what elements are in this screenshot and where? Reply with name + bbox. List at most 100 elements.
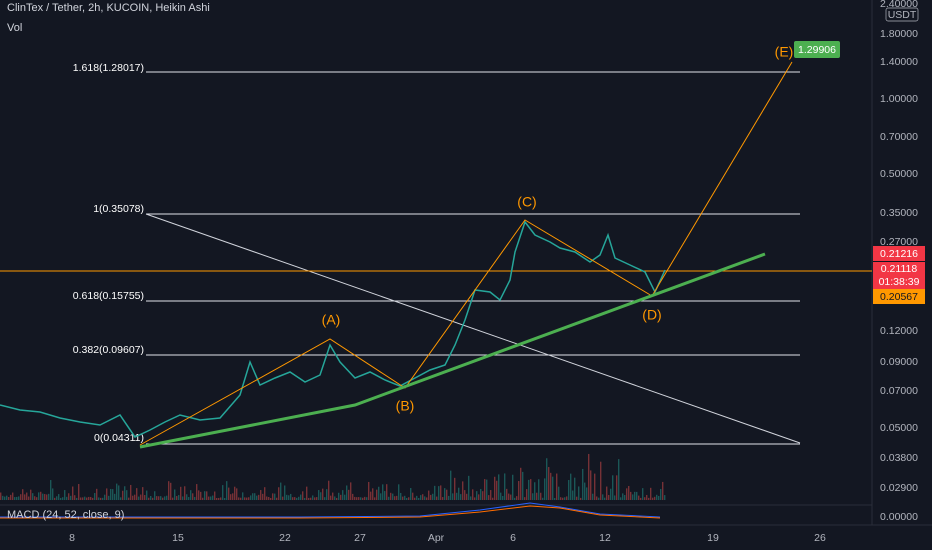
low-tag-text: 0.20567 xyxy=(880,291,918,303)
time-label: 6 xyxy=(510,532,516,544)
volume-bar xyxy=(204,491,206,500)
volume-bar xyxy=(174,489,176,500)
volume-bar xyxy=(58,494,60,500)
volume-bar xyxy=(32,493,34,500)
volume-bar xyxy=(404,495,406,500)
volume-bar xyxy=(474,497,476,500)
volume-bar xyxy=(134,494,136,500)
volume-bar xyxy=(360,497,362,500)
volume-bar xyxy=(246,497,248,500)
volume-bar xyxy=(116,483,118,500)
signal-line xyxy=(0,505,661,519)
volume-bar xyxy=(92,497,94,500)
volume-bar xyxy=(614,495,616,500)
volume-bar xyxy=(146,490,148,500)
wave-label: (B) xyxy=(396,398,415,414)
volume-bar xyxy=(314,497,316,500)
wave-lines xyxy=(139,61,793,446)
volume-bar xyxy=(384,491,386,500)
volume-bar xyxy=(18,496,20,500)
volume-bar xyxy=(324,497,326,500)
volume-bar xyxy=(120,497,122,500)
volume-bar xyxy=(576,496,578,500)
volume-bar xyxy=(534,482,536,500)
volume-bar xyxy=(516,496,518,500)
volume-bar xyxy=(626,488,628,500)
volume-bar xyxy=(484,479,486,500)
volume-bar xyxy=(72,486,74,500)
volume-bar xyxy=(10,494,12,500)
volume-bar xyxy=(300,494,302,500)
volume-bar xyxy=(510,494,512,500)
volume-bar xyxy=(584,482,586,500)
volume-bar xyxy=(556,473,558,500)
volume-bar xyxy=(326,489,328,500)
volume-bar xyxy=(538,479,540,500)
volume-bar xyxy=(200,491,202,500)
price-label: 0.05000 xyxy=(880,422,918,434)
volume-bar xyxy=(628,485,630,500)
price-label: 0.02900 xyxy=(880,482,918,494)
volume-bar xyxy=(26,492,28,500)
volume-bar xyxy=(80,497,82,500)
wave-label: (D) xyxy=(642,307,661,323)
volume-bar xyxy=(622,493,624,500)
volume-bar xyxy=(610,488,612,500)
volume-bar xyxy=(330,495,332,500)
volume-bar xyxy=(212,495,214,500)
volume-bar xyxy=(544,478,546,500)
volume-bar xyxy=(298,496,300,500)
price-label: 1.80000 xyxy=(880,28,918,40)
volume-bar xyxy=(270,497,272,500)
volume-bar xyxy=(492,497,494,500)
volume-bar xyxy=(304,497,306,500)
volume-bar xyxy=(142,487,144,500)
volume-bar xyxy=(464,490,466,500)
volume-label: Vol xyxy=(7,22,22,34)
volume-bar xyxy=(522,471,524,500)
wave-label: (A) xyxy=(322,312,341,328)
volume-bar xyxy=(568,480,570,500)
volume-bar xyxy=(276,497,278,500)
time-label: 12 xyxy=(599,532,611,544)
volume-bar xyxy=(136,488,138,500)
volume-bar xyxy=(414,497,416,500)
volume-bar xyxy=(660,488,662,500)
volume-bar xyxy=(218,497,220,500)
volume-bar xyxy=(180,486,182,500)
volume-bar xyxy=(110,488,112,500)
volume-bar xyxy=(430,494,432,500)
price-axis: 2.40000 1.80000 1.40000 1.00000 0.70000 0.500… xyxy=(880,0,918,523)
volume-bar xyxy=(526,489,528,500)
volume-bar xyxy=(364,496,366,500)
volume-bar xyxy=(158,496,160,500)
volume-bar xyxy=(56,496,58,500)
volume-bar xyxy=(594,473,596,500)
time-label: 19 xyxy=(707,532,719,544)
volume-bar xyxy=(558,486,560,500)
volume-bar xyxy=(76,497,78,500)
volume-bar xyxy=(42,493,44,500)
volume-bar xyxy=(368,481,370,500)
volume-bar xyxy=(480,489,482,500)
volume-bar xyxy=(432,493,434,500)
volume-bar xyxy=(466,493,468,500)
volume-bar xyxy=(162,497,164,500)
volume-bar xyxy=(74,495,76,500)
volume-bar xyxy=(540,492,542,500)
volume-bar xyxy=(334,496,336,500)
volume-bar xyxy=(288,495,290,500)
volume-bar xyxy=(370,491,372,500)
volume-bar xyxy=(532,493,534,500)
volume-bar xyxy=(186,494,188,500)
volume-bar xyxy=(106,488,108,500)
volume-bar xyxy=(640,497,642,500)
volume-bar xyxy=(456,492,458,500)
volume-bar xyxy=(232,493,234,500)
volume-bar xyxy=(132,495,134,500)
volume-bar xyxy=(618,459,620,500)
volume-bar xyxy=(244,497,246,500)
volume-bar xyxy=(656,494,658,500)
volume-bar xyxy=(470,496,472,500)
volume-bar xyxy=(664,495,666,500)
